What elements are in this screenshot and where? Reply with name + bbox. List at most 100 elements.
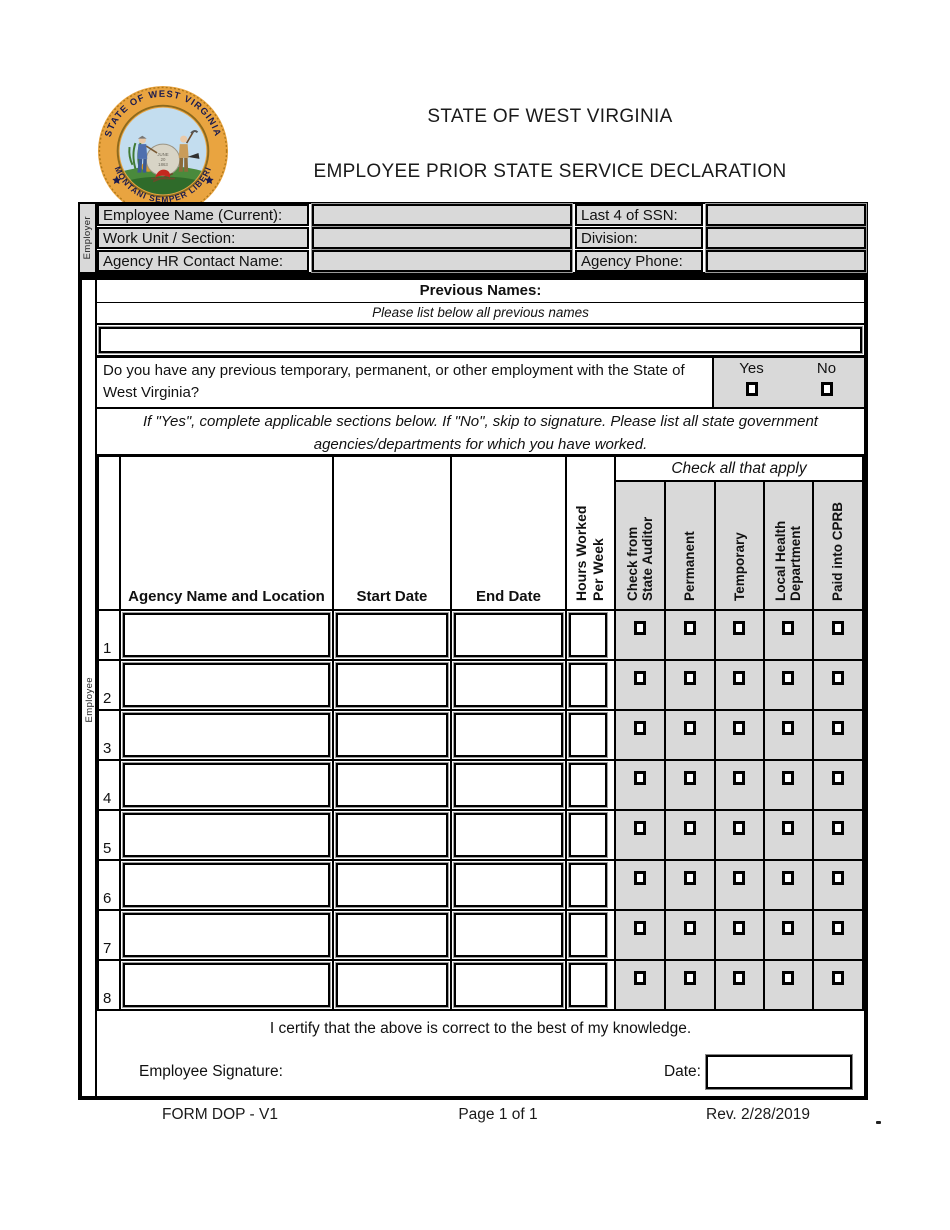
hours-input[interactable] <box>567 712 608 758</box>
check-temporary-checkbox[interactable] <box>733 670 746 685</box>
hours-input[interactable] <box>567 962 608 1008</box>
check-permanent-checkbox[interactable] <box>683 870 696 885</box>
date-field[interactable] <box>705 1054 853 1090</box>
check-local-health-checkbox[interactable] <box>782 770 795 785</box>
check-temporary-checkbox[interactable] <box>733 620 746 635</box>
check-local-health-checkbox[interactable] <box>782 920 795 935</box>
check-local-health-checkbox[interactable] <box>782 970 795 985</box>
end-date-input[interactable] <box>452 662 564 708</box>
division-field[interactable] <box>705 226 867 250</box>
paid-cprb-header: Paid into CPRB <box>811 481 865 611</box>
check-state-auditor-checkbox[interactable] <box>633 820 646 835</box>
right-star-icon <box>204 175 214 185</box>
hours-input[interactable] <box>567 662 608 708</box>
check-temporary-checkbox[interactable] <box>733 970 746 985</box>
end-date-input[interactable] <box>452 712 564 758</box>
check-paid-cprb-checkbox[interactable] <box>831 870 844 885</box>
signature-label: Employee Signature: <box>138 1063 283 1080</box>
start-date-input[interactable] <box>334 912 449 958</box>
employer-side-strip: Employer <box>80 204 97 272</box>
no-checkbox[interactable] <box>820 382 833 396</box>
check-state-auditor-checkbox[interactable] <box>633 720 646 735</box>
start-date-input[interactable] <box>334 612 449 658</box>
hours-input[interactable] <box>567 762 608 808</box>
row-number-header <box>96 457 121 611</box>
agency-name-input[interactable] <box>121 862 331 908</box>
employer-section: Employer Employee Name (Current): Last 4… <box>78 202 868 276</box>
start-date-input[interactable] <box>334 762 449 808</box>
agency-name-input[interactable] <box>121 912 331 958</box>
check-paid-cprb-checkbox[interactable] <box>831 620 844 635</box>
check-state-auditor-checkbox[interactable] <box>633 970 646 985</box>
check-state-auditor-checkbox[interactable] <box>633 870 646 885</box>
check-permanent-checkbox[interactable] <box>683 620 696 635</box>
table-row: 3 <box>96 709 865 761</box>
table-row: 6 <box>96 859 865 911</box>
row-number: 7 <box>96 909 121 961</box>
start-date-input[interactable] <box>334 862 449 908</box>
hours-input[interactable] <box>567 912 608 958</box>
check-paid-cprb-checkbox[interactable] <box>831 720 844 735</box>
agency-name-input[interactable] <box>121 612 331 658</box>
start-date-input[interactable] <box>334 712 449 758</box>
end-date-input[interactable] <box>452 762 564 808</box>
check-state-auditor-checkbox[interactable] <box>633 670 646 685</box>
miner-figure <box>178 130 200 172</box>
end-date-input[interactable] <box>452 962 564 1008</box>
check-paid-cprb-checkbox[interactable] <box>831 820 844 835</box>
check-temporary-checkbox[interactable] <box>733 720 746 735</box>
check-temporary-checkbox[interactable] <box>733 820 746 835</box>
check-local-health-checkbox[interactable] <box>782 620 795 635</box>
agency-name-input[interactable] <box>121 762 331 808</box>
agency-name-input[interactable] <box>121 712 331 758</box>
previous-names-field[interactable] <box>97 326 864 354</box>
hours-input[interactable] <box>567 612 608 658</box>
agency-name-input[interactable] <box>121 812 331 858</box>
end-date-input[interactable] <box>452 862 564 908</box>
check-permanent-checkbox[interactable] <box>683 670 696 685</box>
check-temporary-checkbox[interactable] <box>733 920 746 935</box>
check-state-auditor-checkbox[interactable] <box>633 620 646 635</box>
wv-state-seal: JUNE 20 1863 STAT <box>97 85 229 217</box>
check-state-auditor-checkbox[interactable] <box>633 770 646 785</box>
agency-name-input[interactable] <box>121 962 331 1008</box>
hours-input[interactable] <box>567 812 608 858</box>
start-date-input[interactable] <box>334 662 449 708</box>
check-permanent-checkbox[interactable] <box>683 720 696 735</box>
start-date-input[interactable] <box>334 812 449 858</box>
work-unit-field[interactable] <box>311 226 573 250</box>
check-permanent-checkbox[interactable] <box>683 770 696 785</box>
check-local-health-checkbox[interactable] <box>782 820 795 835</box>
main-form-box: Employee Previous Names: Please list bel… <box>78 276 868 1100</box>
row-number: 3 <box>96 709 121 761</box>
end-date-input[interactable] <box>452 912 564 958</box>
hr-contact-field[interactable] <box>311 249 573 273</box>
start-date-input[interactable] <box>334 962 449 1008</box>
page-title: STATE OF WEST VIRGINIA <box>427 106 673 127</box>
service-history-table: Agency Name and Location Start Date End … <box>96 457 865 1011</box>
check-temporary-checkbox[interactable] <box>733 770 746 785</box>
check-permanent-checkbox[interactable] <box>683 820 696 835</box>
check-paid-cprb-checkbox[interactable] <box>831 920 844 935</box>
svg-text:1863: 1863 <box>158 162 168 167</box>
check-local-health-checkbox[interactable] <box>782 870 795 885</box>
agency-name-input[interactable] <box>121 662 331 708</box>
check-paid-cprb-checkbox[interactable] <box>831 670 844 685</box>
check-paid-cprb-checkbox[interactable] <box>831 970 844 985</box>
check-permanent-checkbox[interactable] <box>683 970 696 985</box>
yes-checkbox[interactable] <box>745 382 758 396</box>
end-date-input[interactable] <box>452 612 564 658</box>
ssn-field[interactable] <box>705 203 867 227</box>
check-temporary-checkbox[interactable] <box>733 870 746 885</box>
check-state-auditor-header: Check from State Auditor <box>613 481 666 611</box>
check-local-health-checkbox[interactable] <box>782 670 795 685</box>
end-date-input[interactable] <box>452 812 564 858</box>
hours-input[interactable] <box>567 862 608 908</box>
agency-phone-field[interactable] <box>705 249 867 273</box>
employee-name-field[interactable] <box>311 203 573 227</box>
check-permanent-checkbox[interactable] <box>683 920 696 935</box>
check-state-auditor-checkbox[interactable] <box>633 920 646 935</box>
stray-dot <box>876 1121 881 1124</box>
check-local-health-checkbox[interactable] <box>782 720 795 735</box>
check-paid-cprb-checkbox[interactable] <box>831 770 844 785</box>
